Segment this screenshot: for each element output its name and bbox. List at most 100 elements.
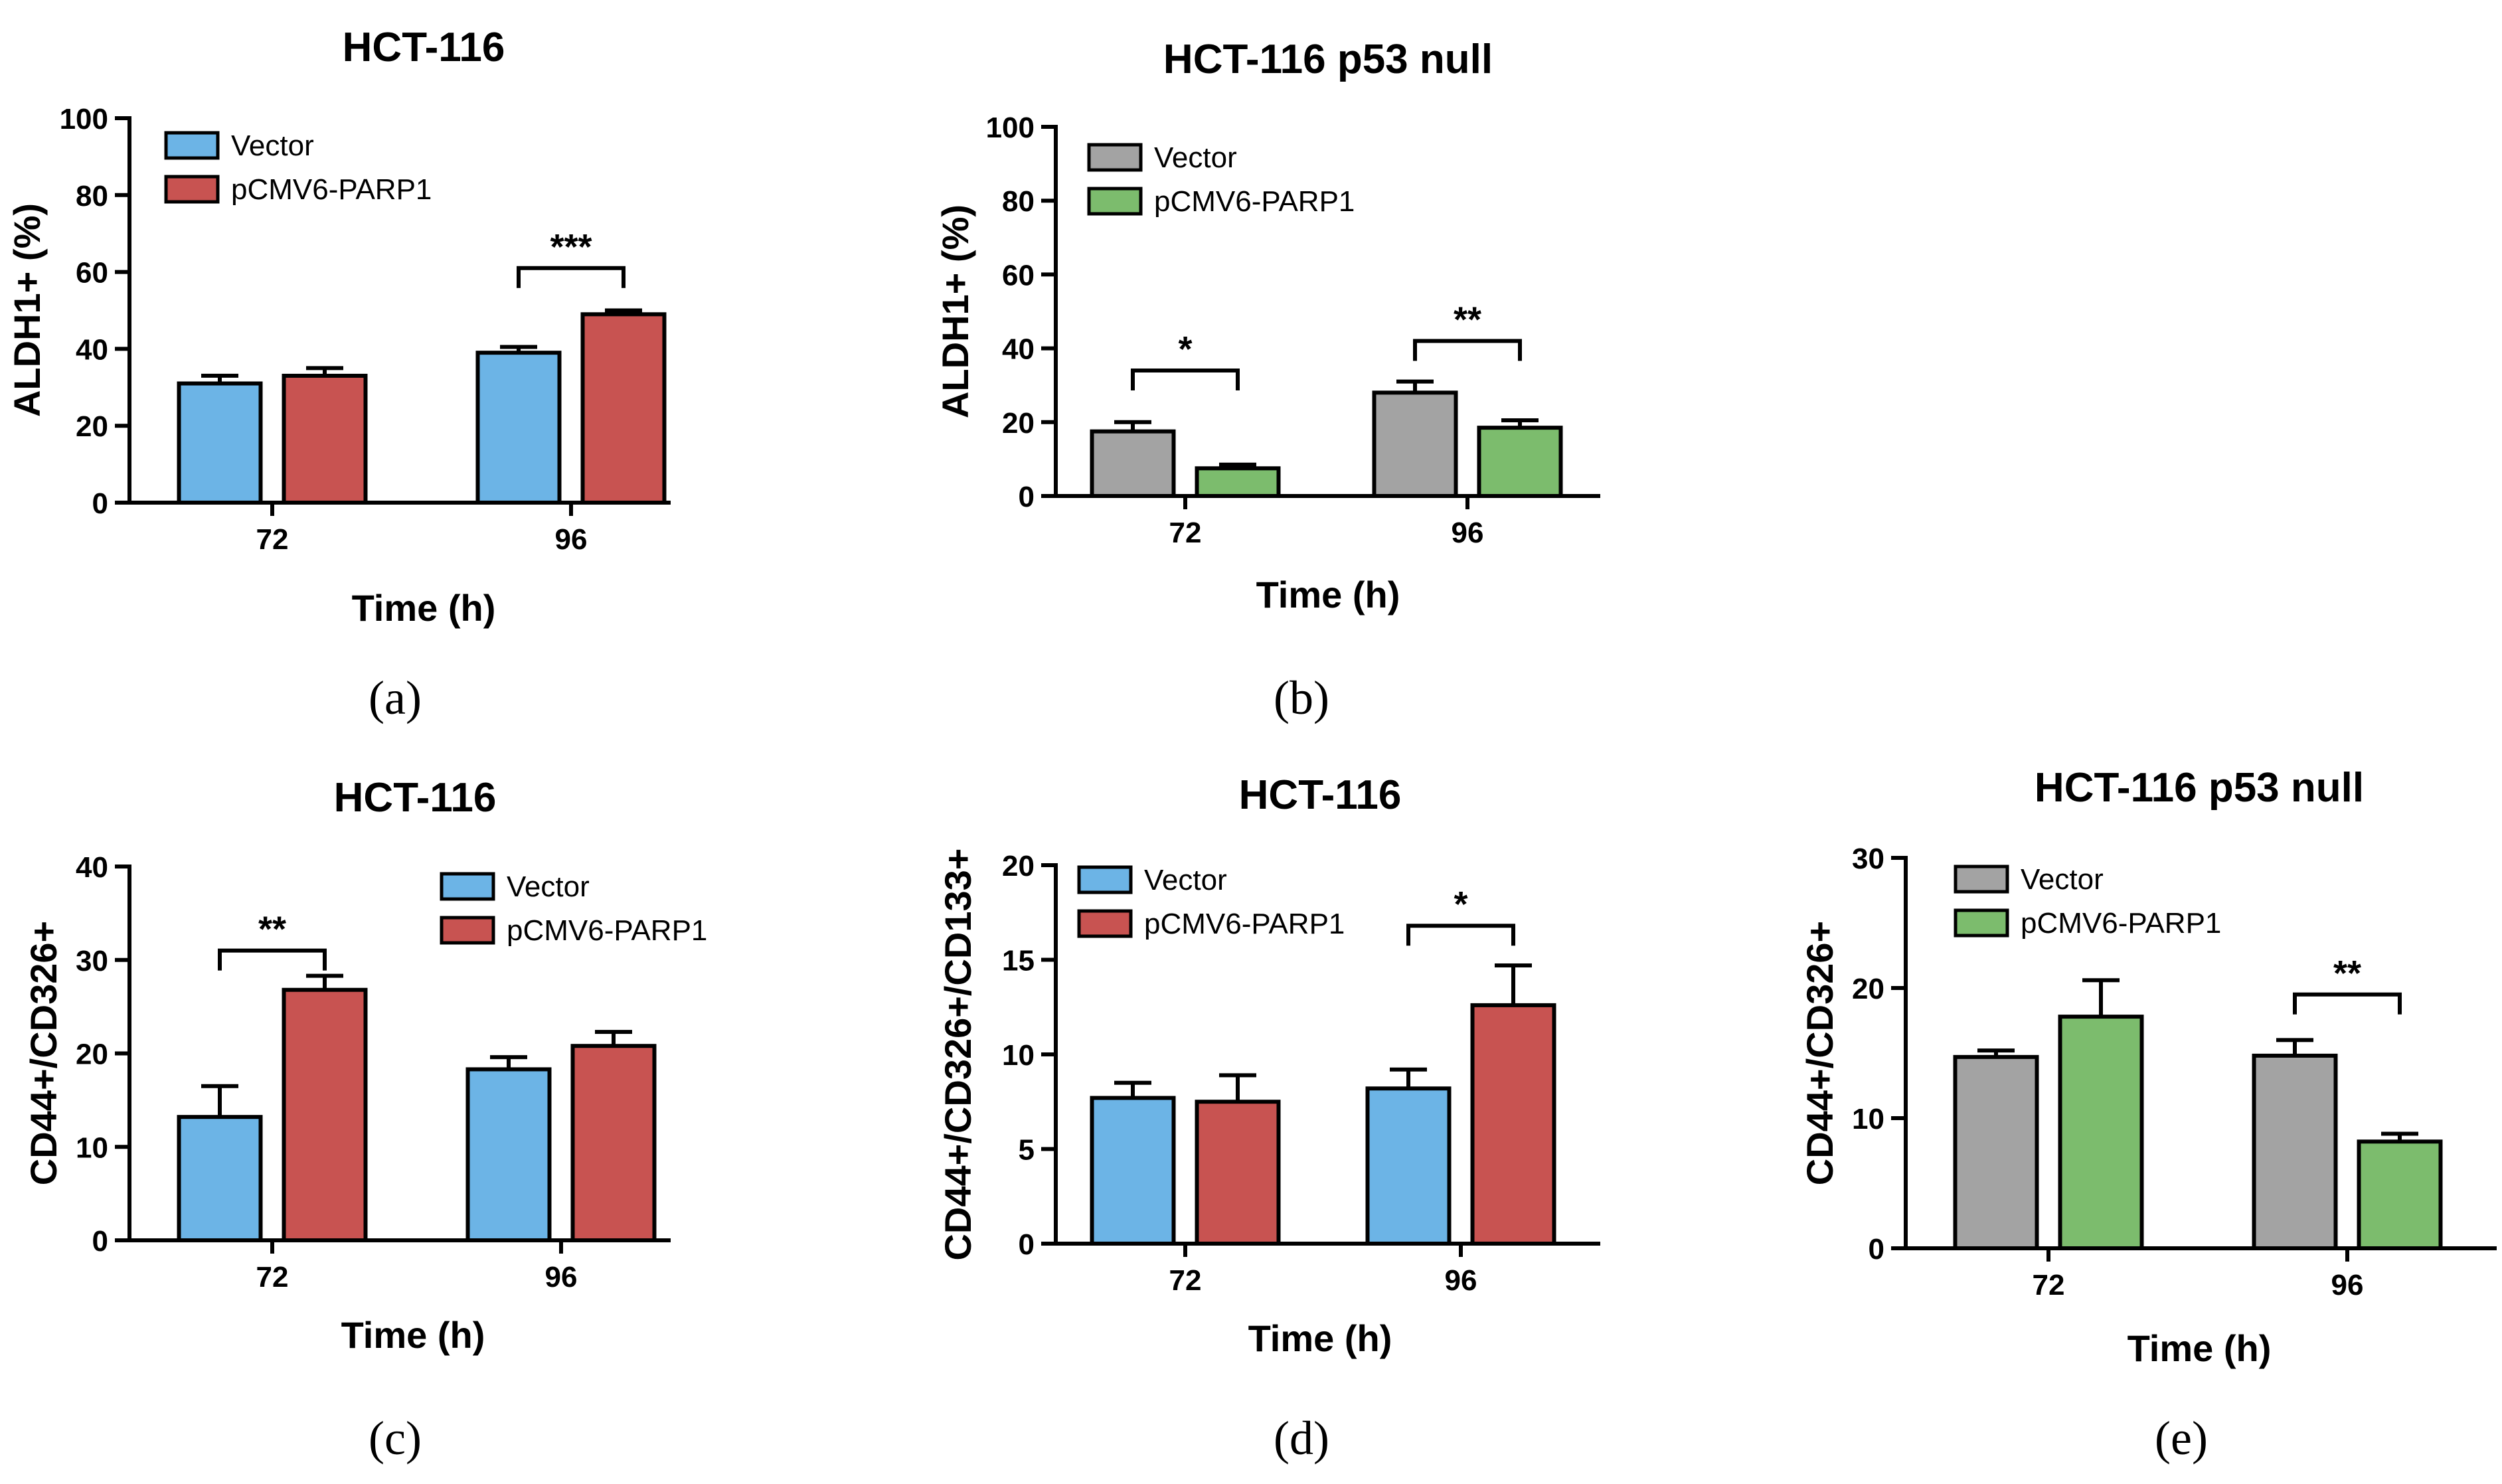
- x-tick-label: 72: [256, 523, 289, 556]
- significance-bracket: [517, 266, 626, 288]
- legend-label: Vector: [2021, 863, 2104, 896]
- y-tick-label: 10: [1852, 1103, 1884, 1135]
- legend-swatch: [1087, 143, 1143, 172]
- bar-e-vector-72: [1953, 1054, 2039, 1250]
- y-tick-label: 30: [76, 945, 108, 977]
- chart-panel-c: HCT-116 0 10 20 30 40 72 96 Time (h) CD44+/CD326+…: [23, 775, 707, 1465]
- panel-label: (d): [1274, 1412, 1329, 1465]
- x-axis-label: Time (h): [341, 1314, 485, 1356]
- panel-label: (c): [369, 1412, 422, 1465]
- x-axis-label: Time (h): [2127, 1327, 2272, 1369]
- y-tick-label: 0: [92, 1225, 108, 1258]
- x-axis-label: Time (h): [1256, 574, 1400, 616]
- panel-label: (e): [2155, 1412, 2208, 1465]
- bar-e-pcmv6-parp1-72: [2058, 1015, 2144, 1250]
- y-tick-label: 30: [1852, 843, 1884, 875]
- bar-b-vector-96: [1372, 390, 1458, 498]
- significance-bracket: [1131, 368, 1240, 390]
- y-tick-label: 20: [76, 410, 108, 443]
- legend-swatch: [440, 916, 495, 945]
- y-tick-label: 0: [1869, 1233, 1884, 1266]
- legend-label: pCMV6-PARP1: [1144, 908, 1345, 940]
- legend-swatch: [1954, 908, 2009, 938]
- x-tick-label: 96: [2331, 1269, 2364, 1301]
- y-axis-label: CD44+/CD326+: [1799, 921, 1841, 1185]
- y-tick-label: 100: [60, 103, 108, 135]
- bar-e-pcmv6-parp1-96: [2357, 1139, 2443, 1251]
- significance-bracket: [218, 948, 327, 971]
- y-tick-label: 80: [76, 180, 108, 212]
- bar-a-pcmv6-parp1-72: [282, 373, 368, 505]
- chart-title: HCT-116 p53 null: [1163, 37, 1493, 82]
- significance-label: **: [1454, 299, 1481, 339]
- y-axis-label: ALDH1+ (%): [934, 205, 976, 418]
- significance-label: ***: [550, 227, 592, 267]
- y-tick-label: 20: [1002, 407, 1035, 440]
- x-tick-label: 96: [545, 1261, 578, 1293]
- x-tick-label: 72: [1169, 517, 1202, 549]
- chart-title: HCT-116: [343, 25, 505, 70]
- y-tick-label: 0: [1019, 481, 1035, 513]
- y-axis-label: CD44+/CD326+: [23, 921, 64, 1185]
- legend-label: pCMV6-PARP1: [2021, 907, 2221, 940]
- legend-swatch: [164, 175, 220, 204]
- significance-bracket: [1406, 924, 1515, 946]
- x-tick-label: 96: [1452, 517, 1484, 549]
- x-axis-label: Time (h): [352, 587, 496, 629]
- y-tick-label: 10: [76, 1131, 108, 1164]
- y-tick-label: 20: [76, 1038, 108, 1071]
- significance-label: *: [1178, 329, 1192, 369]
- bar-e-vector-96: [2252, 1053, 2338, 1251]
- y-tick-label: 10: [1002, 1039, 1035, 1072]
- y-tick-label: 40: [76, 333, 108, 366]
- bar-b-vector-72: [1090, 429, 1176, 499]
- chart-title: HCT-116: [334, 775, 497, 821]
- y-axis-label: CD44+/CD326+/CD133+: [937, 848, 979, 1260]
- legend-label: pCMV6-PARP1: [1154, 185, 1355, 218]
- legend-swatch: [440, 872, 495, 901]
- legend-label: pCMV6-PARP1: [231, 173, 432, 206]
- y-tick-label: 15: [1002, 945, 1035, 977]
- legend-swatch: [1077, 909, 1133, 938]
- bar-d-pcmv6-parp1-96: [1470, 1003, 1556, 1246]
- significance-bracket: [1413, 339, 1522, 361]
- legend-label: Vector: [1144, 864, 1227, 896]
- chart-panel-d: HCT-116 0 5 10 15 20 72 96 Time (h) CD44+/CD326+/…: [937, 772, 1600, 1465]
- legend-swatch: [1077, 865, 1133, 894]
- legend-swatch: [1954, 865, 2009, 894]
- bar-c-pcmv6-parp1-72: [282, 987, 368, 1243]
- panel-label: (b): [1274, 671, 1329, 724]
- legend-swatch: [164, 131, 220, 160]
- y-tick-label: 80: [1002, 185, 1035, 218]
- x-tick-label: 96: [1445, 1264, 1477, 1297]
- y-tick-label: 60: [76, 257, 108, 289]
- y-tick-label: 40: [1002, 333, 1035, 366]
- y-tick-label: 40: [76, 851, 108, 884]
- x-tick-label: 96: [555, 523, 588, 556]
- legend-label: pCMV6-PARP1: [507, 914, 707, 947]
- x-tick-label: 72: [256, 1261, 289, 1293]
- bar-b-pcmv6-parp1-96: [1477, 426, 1563, 499]
- y-tick-label: 5: [1019, 1134, 1035, 1167]
- chart-title: HCT-116: [1239, 772, 1402, 818]
- bar-d-vector-96: [1365, 1086, 1452, 1246]
- significance-label: **: [2333, 953, 2361, 993]
- y-tick-label: 20: [1002, 850, 1035, 882]
- y-tick-label: 100: [986, 112, 1035, 144]
- bar-d-pcmv6-parp1-72: [1195, 1100, 1281, 1246]
- legend-label: Vector: [231, 129, 314, 162]
- y-axis-label: ALDH1+ (%): [6, 203, 48, 417]
- x-tick-label: 72: [2033, 1269, 2065, 1301]
- significance-bracket: [2293, 992, 2402, 1015]
- y-tick-label: 0: [1019, 1228, 1035, 1261]
- bar-d-vector-72: [1090, 1096, 1176, 1246]
- chart-panel-a: HCT-116 0 20 40 60 80 100 72 96 Time (h) ALDH1+ (%…: [6, 25, 671, 724]
- bar-c-pcmv6-parp1-96: [570, 1044, 657, 1242]
- significance-label: **: [258, 910, 286, 949]
- bar-b-pcmv6-parp1-72: [1195, 466, 1281, 498]
- chart-panel-e: HCT-116 p53 null 0 10 20 30 72 96 Time (h) CD44+…: [1799, 765, 2497, 1465]
- significance-label: *: [1454, 884, 1467, 924]
- y-tick-label: 20: [1852, 973, 1884, 1005]
- panel-label: (a): [369, 671, 422, 724]
